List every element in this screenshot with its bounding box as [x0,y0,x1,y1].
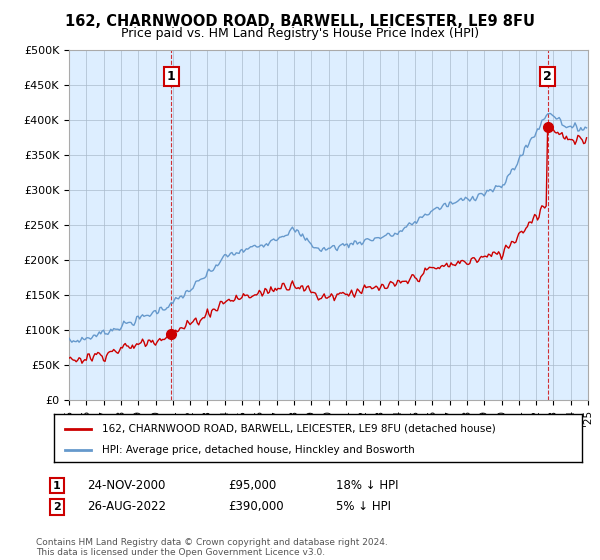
Text: HPI: Average price, detached house, Hinckley and Bosworth: HPI: Average price, detached house, Hinc… [101,445,414,455]
Text: 2: 2 [543,70,552,83]
Text: 18% ↓ HPI: 18% ↓ HPI [336,479,398,492]
Text: Price paid vs. HM Land Registry's House Price Index (HPI): Price paid vs. HM Land Registry's House … [121,27,479,40]
Text: 24-NOV-2000: 24-NOV-2000 [87,479,166,492]
Text: 2: 2 [53,502,61,512]
Text: 162, CHARNWOOD ROAD, BARWELL, LEICESTER, LE9 8FU: 162, CHARNWOOD ROAD, BARWELL, LEICESTER,… [65,14,535,29]
Text: £95,000: £95,000 [228,479,276,492]
Text: Contains HM Land Registry data © Crown copyright and database right 2024.
This d: Contains HM Land Registry data © Crown c… [36,538,388,557]
Text: 5% ↓ HPI: 5% ↓ HPI [336,500,391,514]
Text: 26-AUG-2022: 26-AUG-2022 [87,500,166,514]
Text: 162, CHARNWOOD ROAD, BARWELL, LEICESTER, LE9 8FU (detached house): 162, CHARNWOOD ROAD, BARWELL, LEICESTER,… [101,424,495,433]
Text: £390,000: £390,000 [228,500,284,514]
Text: 1: 1 [53,480,61,491]
Text: 1: 1 [167,70,176,83]
